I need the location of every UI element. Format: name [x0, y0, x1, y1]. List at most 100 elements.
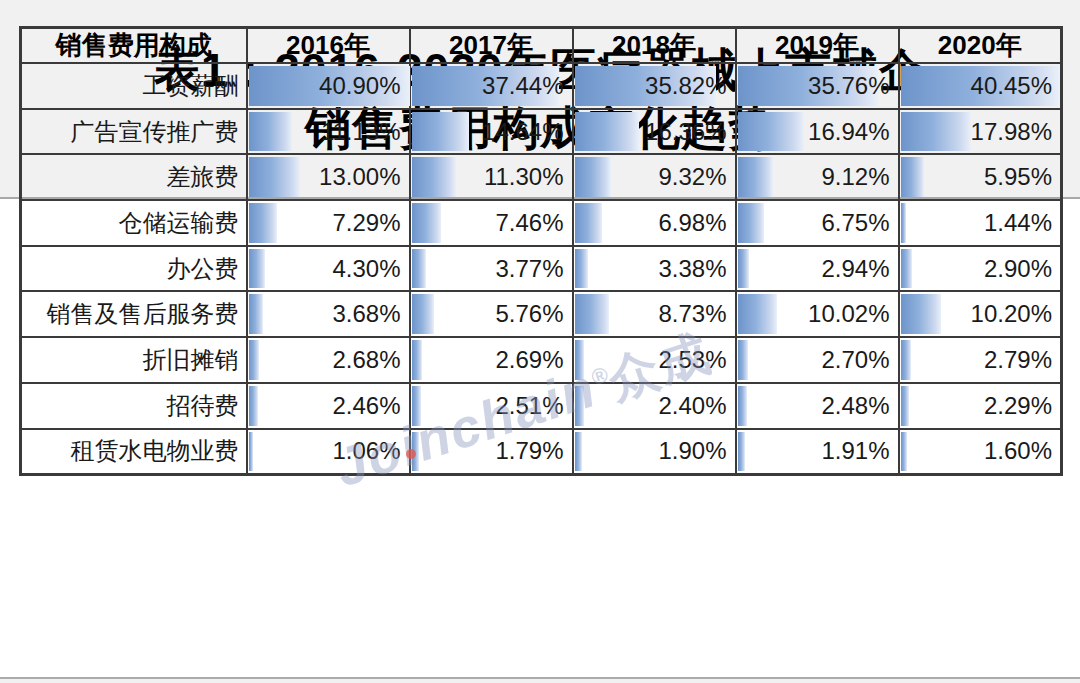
value-text: 40.90%	[248, 65, 409, 107]
value-text: 3.68%	[248, 293, 409, 335]
value-cell: 13.00%	[247, 154, 410, 200]
value-text: 2.69%	[411, 339, 572, 381]
value-text: 1.06%	[248, 430, 409, 472]
table-body: 工资薪酬40.90%37.44%35.82%35.76%40.45%广告宣传推广…	[21, 63, 1062, 475]
value-text: 11.13%	[248, 111, 409, 153]
value-cell: 17.98%	[899, 109, 1062, 155]
value-text: 1.91%	[737, 430, 898, 472]
value-text: 7.46%	[411, 202, 572, 244]
column-header-category: 销售费用构成	[21, 28, 247, 64]
value-cell: 4.30%	[247, 246, 410, 292]
value-text: 2.46%	[248, 385, 409, 427]
value-text: 4.30%	[248, 248, 409, 290]
value-text: 11.30%	[411, 156, 572, 198]
value-cell: 8.73%	[573, 291, 736, 337]
value-text: 6.98%	[574, 202, 735, 244]
value-cell: 6.98%	[573, 200, 736, 246]
value-text: 10.02%	[737, 293, 898, 335]
column-header-year: 2017年	[410, 28, 573, 64]
table-header: 销售费用构成2016年2017年2018年2019年2020年	[21, 28, 1062, 64]
value-cell: 2.29%	[899, 383, 1062, 429]
value-text: 1.90%	[574, 430, 735, 472]
value-text: 35.82%	[574, 65, 735, 107]
value-cell: 2.48%	[736, 383, 899, 429]
value-cell: 2.53%	[573, 337, 736, 383]
value-cell: 16.94%	[736, 109, 899, 155]
value-cell: 16.36%	[573, 109, 736, 155]
value-cell: 3.77%	[410, 246, 573, 292]
value-cell: 7.46%	[410, 200, 573, 246]
value-text: 2.51%	[411, 385, 572, 427]
value-cell: 9.12%	[736, 154, 899, 200]
value-text: 2.53%	[574, 339, 735, 381]
bottom-divider	[0, 677, 1080, 679]
table-row: 销售及售后服务费3.68%5.76%8.73%10.02%10.20%	[21, 291, 1062, 337]
row-label-cell: 租赁水电物业费	[21, 429, 247, 475]
table-row: 折旧摊销2.68%2.69%2.53%2.70%2.79%	[21, 337, 1062, 383]
table-row: 招待费2.46%2.51%2.40%2.48%2.29%	[21, 383, 1062, 429]
value-text: 17.98%	[900, 111, 1061, 153]
value-cell: 5.95%	[899, 154, 1062, 200]
value-text: 9.32%	[574, 156, 735, 198]
column-header-year: 2020年	[899, 28, 1062, 64]
row-label-cell: 差旅费	[21, 154, 247, 200]
value-cell: 1.90%	[573, 429, 736, 475]
value-cell: 1.79%	[410, 429, 573, 475]
value-text: 1.60%	[900, 430, 1061, 472]
value-text: 3.77%	[411, 248, 572, 290]
row-label-cell: 销售及售后服务费	[21, 291, 247, 337]
value-cell: 1.44%	[899, 200, 1062, 246]
value-text: 16.94%	[737, 111, 898, 153]
value-cell: 40.45%	[899, 63, 1062, 109]
value-cell: 14.64%	[410, 109, 573, 155]
table-row: 办公费4.30%3.77%3.38%2.94%2.90%	[21, 246, 1062, 292]
table-row: 租赁水电物业费1.06%1.79%1.90%1.91%1.60%	[21, 429, 1062, 475]
value-cell: 3.68%	[247, 291, 410, 337]
value-cell: 6.75%	[736, 200, 899, 246]
value-text: 14.64%	[411, 111, 572, 153]
value-text: 1.44%	[900, 202, 1061, 244]
table-row: 仓储运输费7.29%7.46%6.98%6.75%1.44%	[21, 200, 1062, 246]
value-cell: 10.02%	[736, 291, 899, 337]
table-row: 差旅费13.00%11.30%9.32%9.12%5.95%	[21, 154, 1062, 200]
value-cell: 2.68%	[247, 337, 410, 383]
value-cell: 2.46%	[247, 383, 410, 429]
value-text: 8.73%	[574, 293, 735, 335]
value-cell: 3.38%	[573, 246, 736, 292]
value-text: 3.38%	[574, 248, 735, 290]
value-cell: 10.20%	[899, 291, 1062, 337]
value-cell: 37.44%	[410, 63, 573, 109]
value-text: 5.95%	[900, 156, 1061, 198]
value-text: 37.44%	[411, 65, 572, 107]
value-cell: 2.51%	[410, 383, 573, 429]
header-row: 销售费用构成2016年2017年2018年2019年2020年	[21, 28, 1062, 64]
value-cell: 11.13%	[247, 109, 410, 155]
row-label-cell: 办公费	[21, 246, 247, 292]
value-text: 16.36%	[574, 111, 735, 153]
value-cell: 2.94%	[736, 246, 899, 292]
value-text: 2.70%	[737, 339, 898, 381]
row-label-cell: 仓储运输费	[21, 200, 247, 246]
value-cell: 2.79%	[899, 337, 1062, 383]
expense-table: 销售费用构成2016年2017年2018年2019年2020年 工资薪酬40.9…	[19, 26, 1063, 476]
value-cell: 2.90%	[899, 246, 1062, 292]
table-row: 工资薪酬40.90%37.44%35.82%35.76%40.45%	[21, 63, 1062, 109]
value-cell: 35.76%	[736, 63, 899, 109]
value-cell: 1.91%	[736, 429, 899, 475]
value-text: 2.90%	[900, 248, 1061, 290]
value-text: 2.29%	[900, 385, 1061, 427]
value-cell: 5.76%	[410, 291, 573, 337]
value-cell: 9.32%	[573, 154, 736, 200]
row-label-cell: 工资薪酬	[21, 63, 247, 109]
value-text: 5.76%	[411, 293, 572, 335]
value-cell: 2.40%	[573, 383, 736, 429]
value-text: 2.79%	[900, 339, 1061, 381]
value-cell: 11.30%	[410, 154, 573, 200]
column-header-year: 2019年	[736, 28, 899, 64]
value-text: 2.94%	[737, 248, 898, 290]
value-text: 35.76%	[737, 65, 898, 107]
row-label-cell: 广告宣传推广费	[21, 109, 247, 155]
value-text: 40.45%	[900, 65, 1061, 107]
value-text: 7.29%	[248, 202, 409, 244]
row-label-cell: 折旧摊销	[21, 337, 247, 383]
